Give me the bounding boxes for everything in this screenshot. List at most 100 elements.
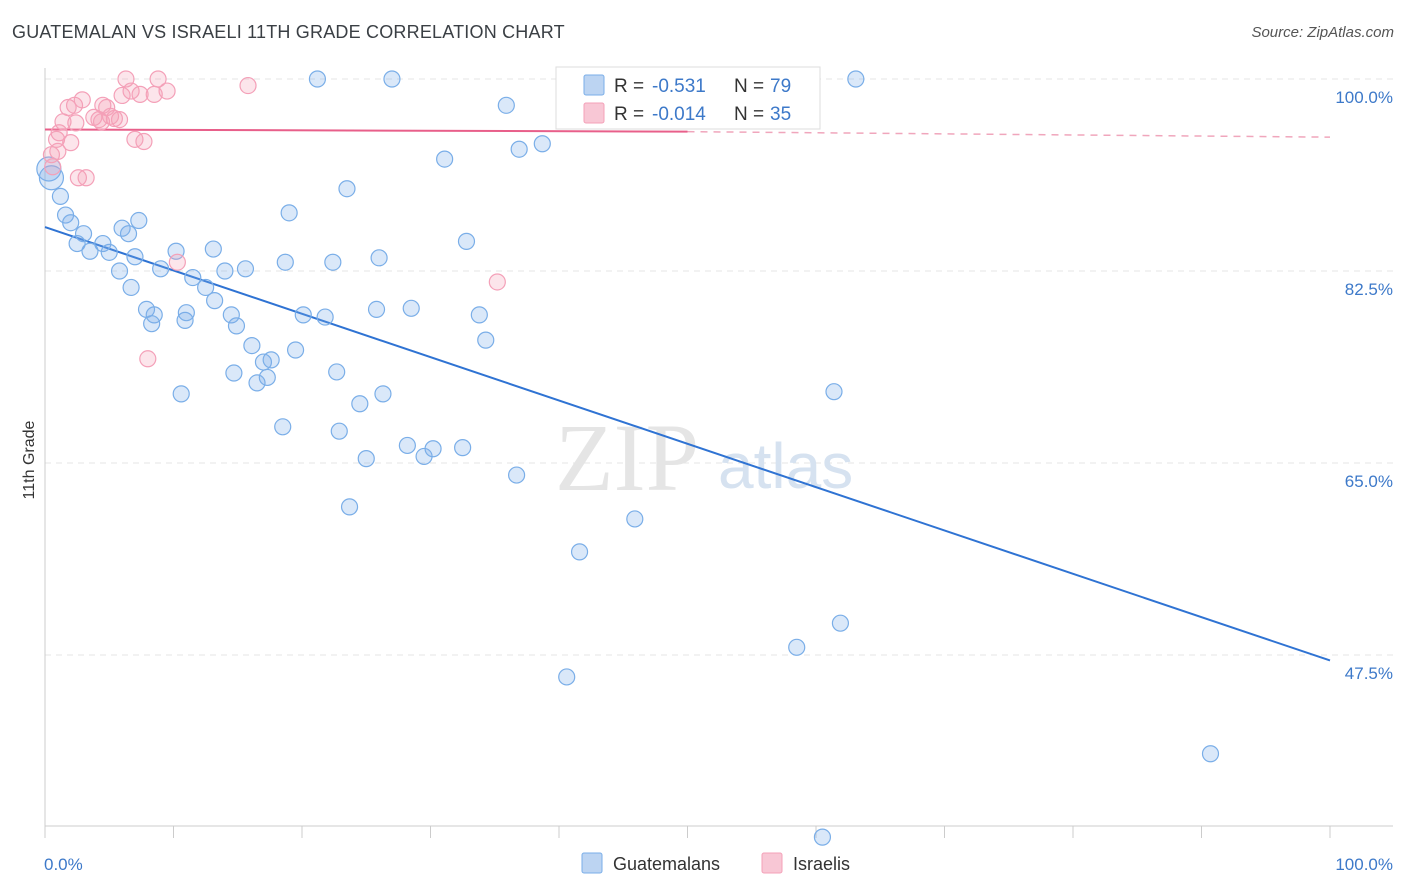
legend-r-label-2: R =	[614, 104, 644, 125]
israeli-point-9	[73, 91, 91, 109]
y-tick-label-0: 100.0%	[1335, 88, 1393, 107]
guatemalan-point-24	[177, 304, 195, 322]
guatemalan-point-4	[62, 214, 80, 232]
israeli-point-22	[131, 85, 149, 103]
guatemalan-point-9	[100, 243, 118, 261]
guatemalan-point-21	[184, 268, 202, 287]
x-tick-label-1: 100.0%	[1335, 855, 1393, 874]
israeli-point-28	[168, 253, 186, 271]
guatemalan-point-39	[276, 253, 294, 271]
israeli-trend-line-dashed	[687, 130, 1331, 138]
guatemalan-point-76	[825, 383, 843, 401]
chart-source: Source: ZipAtlas.com	[1251, 24, 1394, 41]
israeli-point-30	[488, 273, 506, 291]
guatemalan-point-22	[197, 278, 215, 297]
guatemalan-point-63	[470, 306, 488, 324]
watermark-atlas: atlas	[718, 430, 853, 502]
guatemalan-point-48	[338, 180, 356, 198]
israeli-point-27	[158, 82, 176, 100]
guatemalan-point-28	[222, 306, 240, 324]
guatemalan-point-40	[280, 204, 298, 222]
guatemalan-point-70	[570, 543, 589, 561]
series-swatch-guatemalans	[581, 852, 603, 874]
guatemalan-point-2	[51, 187, 70, 205]
guatemalan-point-53	[370, 249, 388, 267]
data-points	[36, 70, 1220, 846]
stats-legend: R = -0.531 N = 79 R = -0.014 N = 35	[555, 66, 821, 130]
guatemalan-point-26	[206, 292, 224, 310]
guatemalan-point-5	[74, 225, 93, 243]
legend-n-label-2: N =	[734, 104, 764, 125]
guatemalan-point-30	[236, 260, 255, 278]
guatemalan-point-8	[94, 234, 112, 253]
legend-r-label-1: R =	[614, 76, 644, 97]
israeli-point-3	[50, 124, 68, 142]
chart-title: GUATEMALAN VS ISRAELI 11TH GRADE CORRELA…	[12, 22, 565, 42]
guatemalan-point-23	[204, 240, 222, 258]
guatemalan-point-12	[130, 211, 148, 230]
y-tick-label-2: 65.0%	[1345, 472, 1393, 491]
guatemalan-point-18	[152, 260, 170, 278]
guatemalan-point-54	[374, 385, 392, 403]
guatemalan-point-67	[510, 140, 528, 158]
guatemalan-point-1	[38, 165, 65, 191]
guatemalan-point-32	[248, 374, 266, 392]
guatemalan-point-75	[847, 70, 865, 88]
guatemalan-point-77	[1201, 745, 1220, 763]
guatemalan-point-57	[402, 299, 420, 317]
guatemalan-point-7	[81, 242, 99, 260]
israeli-point-17	[110, 110, 129, 129]
guatemalan-point-31	[243, 337, 261, 355]
guatemalan-point-11	[119, 225, 138, 243]
guatemalan-point-46	[328, 363, 346, 381]
guatemalan-point-60	[436, 150, 454, 168]
israeli-point-32	[67, 114, 85, 132]
guatemalan-point-72	[788, 638, 806, 656]
guatemalan-point-47	[330, 422, 348, 440]
tick-labels: 100.0% 82.5% 65.0% 47.5% 0.0% 100.0%	[44, 88, 1393, 874]
guatemalan-point-35	[262, 351, 280, 369]
y-tick-label-1: 82.5%	[1345, 280, 1393, 299]
guatemalan-point-13	[126, 248, 144, 266]
guatemalan-point-62	[457, 232, 476, 250]
guatemalan-trend-line	[44, 226, 1331, 662]
guatemalan-point-49	[340, 498, 359, 516]
israeli-point-24	[139, 350, 157, 368]
legend-r-value-2: -0.014	[652, 104, 706, 125]
guatemalan-point-52	[367, 300, 386, 318]
israeli-trend-line-solid	[44, 128, 688, 133]
guatemalan-point-38	[274, 418, 292, 436]
guatemalan-point-34	[258, 368, 276, 387]
guatemalan-point-44	[316, 308, 334, 326]
guatemalan-point-65	[497, 96, 515, 114]
legend-r-value-1: -0.531	[652, 76, 706, 97]
israeli-point-6	[62, 134, 80, 152]
guatemalan-point-25	[143, 315, 161, 333]
guatemalan-point-59	[424, 440, 442, 458]
series-legend: Guatemalans Israelis	[581, 852, 850, 874]
legend-n-label-1: N =	[734, 76, 764, 97]
grid-lines	[45, 78, 1393, 656]
legend-n-value-1: 79	[770, 76, 791, 97]
israeli-point-33	[92, 113, 111, 131]
y-tick-label-3: 47.5%	[1345, 664, 1393, 683]
guatemalan-point-42	[294, 306, 312, 324]
israeli-point-18	[113, 86, 131, 105]
israeli-point-29	[239, 76, 257, 95]
guatemalan-point-56	[398, 436, 416, 455]
series-swatch-israelis	[761, 852, 783, 874]
guatemalan-point-36	[225, 364, 243, 382]
guatemalan-point-29	[227, 317, 246, 335]
guatemalan-point-51	[357, 450, 375, 468]
series-label-israelis: Israelis	[793, 854, 850, 874]
israeli-point-26	[149, 70, 167, 88]
guatemalan-point-73	[813, 828, 832, 846]
guatemalan-point-50	[351, 395, 369, 413]
israeli-point-23	[135, 132, 153, 151]
israeli-point-16	[105, 109, 123, 128]
guatemalan-point-43	[308, 70, 327, 88]
guatemalan-point-68	[533, 135, 551, 153]
guatemalan-point-69	[558, 668, 576, 686]
guatemalan-point-15	[122, 278, 140, 297]
